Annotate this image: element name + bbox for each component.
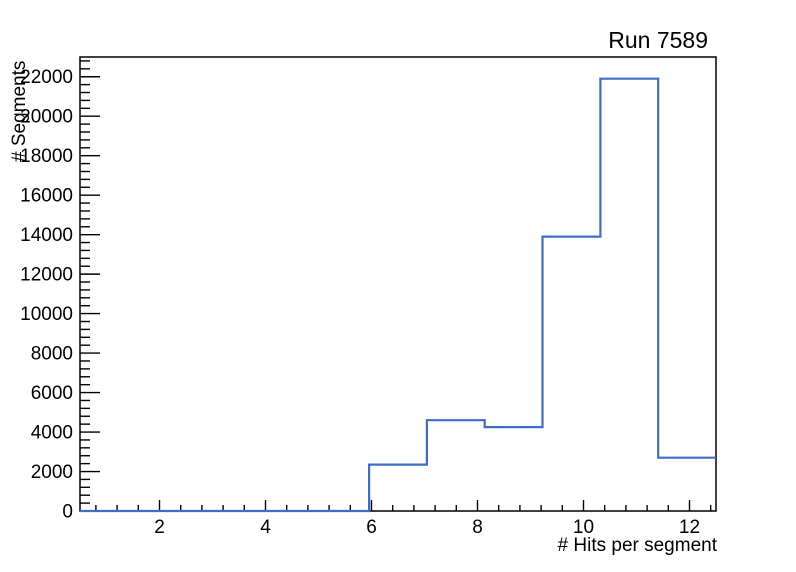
histogram-line bbox=[80, 77, 716, 513]
plot-frame bbox=[79, 56, 717, 512]
y-tick-label: 6000 bbox=[31, 383, 73, 404]
x-tick-label: 4 bbox=[260, 517, 271, 538]
frame-border bbox=[79, 56, 717, 512]
y-axis-title: # Segments bbox=[9, 61, 30, 162]
y-tick-label: 2000 bbox=[31, 462, 73, 483]
y-tick-label: 8000 bbox=[31, 344, 73, 365]
x-axis: 2 4 6 8 10 12 bbox=[95, 500, 712, 538]
x-tick-label: 2 bbox=[154, 517, 165, 538]
x-tick-label: 6 bbox=[366, 517, 377, 538]
chart-title: Run 7589 bbox=[608, 27, 708, 53]
y-tick-label: 16000 bbox=[20, 186, 73, 207]
y-tick-label: 0 bbox=[62, 502, 73, 523]
y-tick-label: 12000 bbox=[20, 265, 73, 286]
y-tick-label: 22000 bbox=[20, 67, 73, 88]
x-tick-label: 12 bbox=[679, 517, 700, 538]
y-tick-label: 18000 bbox=[20, 146, 73, 167]
y-tick-label: 4000 bbox=[31, 423, 73, 444]
y-tick-label: 20000 bbox=[20, 107, 73, 128]
x-tick-label: 10 bbox=[573, 517, 594, 538]
y-tick-label: 14000 bbox=[20, 225, 73, 246]
x-axis-title: # Hits per segment bbox=[558, 535, 718, 556]
y-tick-label: 10000 bbox=[20, 304, 73, 325]
x-tick-label: 8 bbox=[472, 517, 483, 538]
y-axis: 0 2000 4000 6000 8000 10000 12000 14000 16000 180… bbox=[20, 60, 100, 523]
